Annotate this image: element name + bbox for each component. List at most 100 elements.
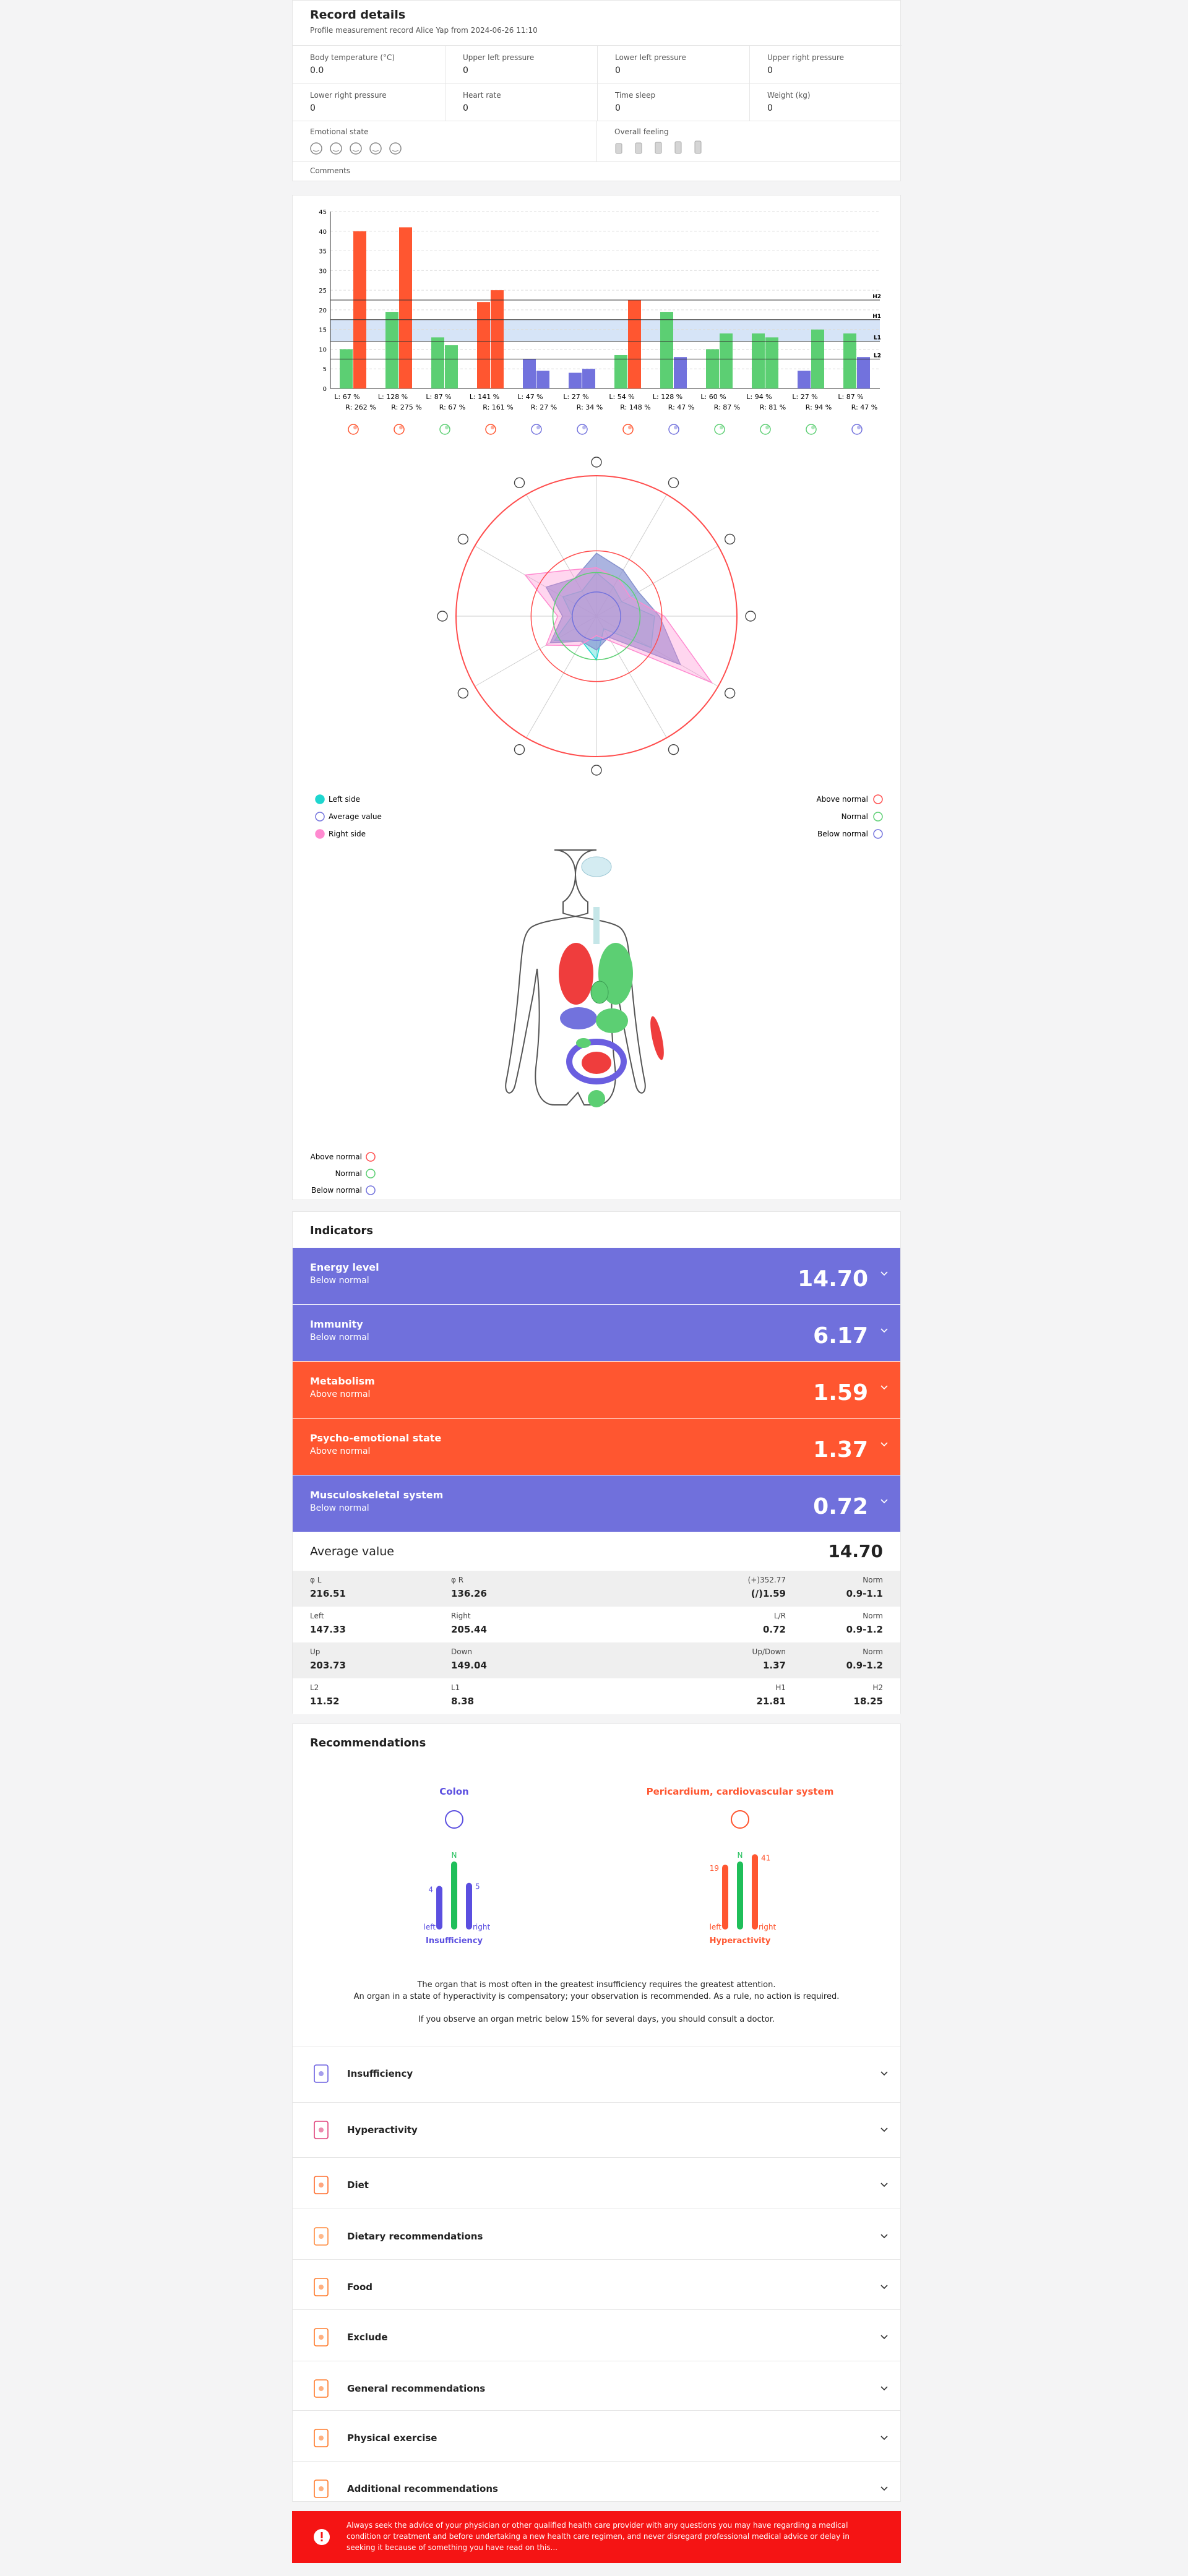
section-title: Diet: [347, 2179, 369, 2191]
average-value: 14.70: [828, 1541, 883, 1561]
organ-icon-dot: [491, 426, 494, 429]
bar-value: 19: [710, 1864, 719, 1873]
accordion-row[interactable]: Dietary recommendations: [293, 2209, 900, 2260]
x-tick-label: L: 60 %: [700, 393, 726, 401]
indicator-row[interactable]: Musculoskeletal system Below normal 0.72: [293, 1475, 900, 1532]
bar: [431, 337, 444, 389]
organ-icon-dot: [582, 426, 586, 429]
organ-icon: [591, 765, 602, 776]
table-label: Norm: [863, 1647, 883, 1656]
chevron: [880, 2234, 888, 2239]
bar: [353, 231, 366, 389]
right-label: right: [473, 1923, 490, 1931]
indicators-card: Indicators Energy level Below normal 14.70…: [292, 1211, 901, 1714]
accordion-row[interactable]: Food: [293, 2259, 900, 2310]
chevron-icon: [880, 2183, 888, 2187]
chevron-icon: [880, 1385, 888, 1390]
organ-icon-dot: [674, 426, 678, 429]
x-tick-label: R: 81 %: [760, 403, 786, 411]
reference-label: H1: [872, 314, 881, 320]
organ-icon: [724, 687, 736, 699]
norm-bar: [451, 1861, 457, 1930]
table-label: L2: [310, 1683, 319, 1692]
indicator-status: Below normal: [310, 1276, 369, 1286]
bar: [385, 312, 398, 389]
bar: [491, 290, 504, 389]
organ-icon: [531, 424, 542, 435]
organ-icon-dot: [536, 426, 540, 429]
chevron: [880, 1271, 888, 1276]
indicator-row[interactable]: Metabolism Above normal 1.59: [293, 1362, 900, 1418]
indicator-row[interactable]: Immunity Below normal 6.17: [293, 1305, 900, 1361]
organ-icon: [622, 424, 634, 435]
trachea: [593, 907, 600, 944]
indicators-title: Indicators: [310, 1224, 373, 1237]
x-tick-label: L: 27 %: [792, 393, 817, 401]
indicator-name: Psycho-emotional state: [310, 1432, 442, 1444]
y-tick-label: 45: [319, 209, 327, 216]
accordion-row[interactable]: Additional recommendations: [293, 2461, 900, 2501]
accordion-row[interactable]: Insufficiency: [293, 2046, 900, 2103]
organ-icon-dot: [857, 426, 861, 429]
organ-icon: [591, 457, 602, 468]
radar-area: [524, 567, 713, 684]
x-tick-label: R: 47 %: [851, 403, 877, 411]
lung-left: [559, 943, 593, 1005]
bar: [798, 371, 811, 389]
x-tick-label: L: 87 %: [426, 393, 451, 401]
section-icon: [314, 2064, 329, 2083]
overall-feeling-label: Overall feeling: [614, 127, 669, 136]
x-tick-label: R: 161 %: [483, 403, 513, 411]
accordion-row[interactable]: General recommendations: [293, 2361, 900, 2411]
field-label: Heart rate: [463, 91, 501, 100]
legend-marker: [873, 829, 883, 839]
indicator-row[interactable]: Energy level Below normal 14.70: [293, 1248, 900, 1304]
y-tick-label: 20: [319, 307, 327, 314]
organ-bars: 4 N 5 left right: [424, 1810, 490, 1931]
organ-icon: [577, 424, 588, 435]
radar-ring: [455, 475, 738, 757]
indicator-row[interactable]: Psycho-emotional state Above normal 1.37: [293, 1419, 900, 1475]
legend-label: Right side: [329, 830, 366, 838]
indicator-value: 14.70: [798, 1266, 868, 1292]
chevron-icon: [880, 1442, 888, 1447]
bar: [843, 333, 856, 389]
field-cell: Upper right pressure 0: [749, 45, 902, 83]
emotional-state-label: Emotional state: [310, 127, 369, 136]
reference-label: H2: [872, 294, 881, 300]
field-label: Time sleep: [615, 91, 656, 100]
section-icon-shape: [314, 2479, 329, 2498]
bar: [569, 372, 582, 389]
radar-ring: [552, 572, 641, 661]
accordion-row[interactable]: Diet: [293, 2157, 900, 2209]
chevron: [880, 2183, 888, 2187]
field-cell: Weight (kg) 0: [749, 83, 902, 121]
x-tick-label: L: 27 %: [563, 393, 588, 401]
record-subtitle: Profile measurement record Alice Yap fro…: [310, 26, 538, 35]
accordion-row[interactable]: Physical exercise: [293, 2410, 900, 2462]
legend-marker: [315, 794, 325, 804]
organ-icon: [806, 424, 817, 435]
section-icon-dot: [319, 2183, 324, 2187]
x-tick-label: R: 47 %: [668, 403, 694, 411]
organ-icon: [714, 424, 725, 435]
section-icon-shape: [314, 2176, 329, 2194]
section-title: Dietary recommendations: [347, 2231, 483, 2242]
chevron-icon: [880, 2436, 888, 2441]
y-tick-label: 5: [323, 366, 327, 373]
accordion-row[interactable]: Exclude: [293, 2309, 900, 2361]
bar: [765, 337, 778, 389]
x-tick-label: L: 87 %: [838, 393, 863, 401]
field-label: Lower right pressure: [310, 91, 387, 100]
table-value: 0.9-1.1: [846, 1588, 883, 1599]
accordion-row[interactable]: Hyperactivity: [293, 2102, 900, 2158]
chevron-icon: [880, 1271, 888, 1276]
organ-status: Insufficiency: [426, 1936, 483, 1946]
x-tick-label: L: 67 %: [334, 393, 359, 401]
organ-icon: [745, 611, 756, 622]
indicator-name: Energy level: [310, 1261, 379, 1273]
table-label: L1: [451, 1683, 460, 1692]
organ-icon: [760, 424, 771, 435]
table-label: φ L: [310, 1576, 322, 1584]
